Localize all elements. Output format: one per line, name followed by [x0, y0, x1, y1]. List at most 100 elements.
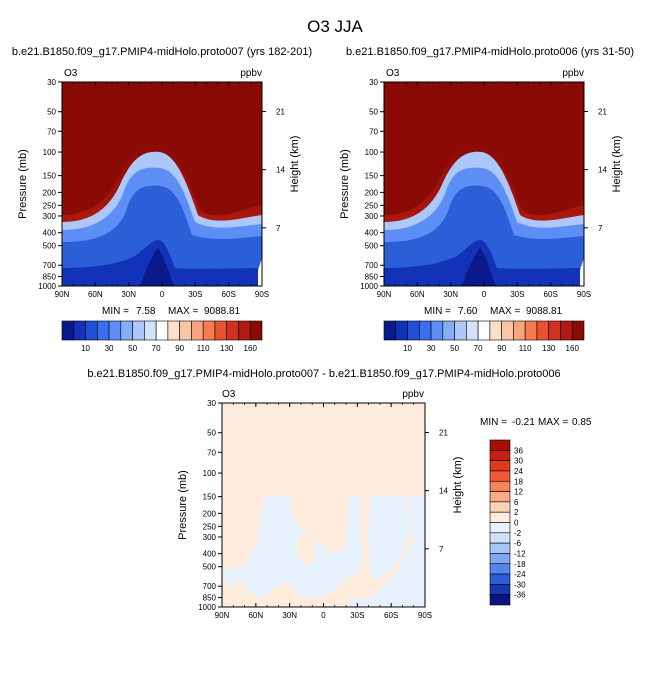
- panel-1-y-tick-label: 70: [47, 127, 56, 136]
- panel-3-colorbar-swatch: [489, 553, 511, 565]
- panel-2-colorbar-swatch: [466, 320, 479, 341]
- panel-3-colorbar-swatch: [489, 542, 511, 554]
- panel-3-y-tick-label: 1000: [198, 603, 216, 612]
- panel-2-axes: 3050701001502002503004005007008501000211…: [339, 78, 623, 299]
- panel-3-stats: MIN = -0.21 MAX = 0.85: [480, 417, 592, 428]
- panel-2-y-tick-label: 400: [365, 229, 379, 238]
- panel-1-colorbar-swatch: [155, 320, 169, 341]
- panel-2-colorbar-label: 160: [566, 344, 580, 353]
- panel-2-colorbar-swatch: [430, 320, 444, 341]
- panel-2-colorbar-label: 70: [474, 344, 483, 353]
- panel-1-colorbar: 10 30 50 70 90 110 130 160: [61, 320, 263, 353]
- panel-2-y-tick-label: 50: [369, 108, 378, 117]
- panel-2-colorbar-label: 50: [450, 344, 459, 353]
- panel-2-colorbar-swatch: [571, 320, 585, 341]
- panel-2-colorbar-label: 90: [497, 344, 506, 353]
- panel-3-colorbar-swatch: [489, 563, 511, 575]
- panel-3-title: b.e21.B1850.f09_g17.PMIP4-midHolo.proto0…: [87, 368, 560, 380]
- panel-1-y-tick-label: 30: [47, 78, 56, 87]
- panel-2-x-tick-label: 0: [482, 290, 487, 299]
- panel-2-y2-tick-label: 7: [598, 224, 603, 233]
- panel-2-min-value: 7.60: [458, 306, 478, 317]
- panel-1-y2label: Height (km): [289, 136, 301, 193]
- panel-2-max-label: MAX =: [490, 306, 520, 317]
- panel-1-x-tick-label: 0: [160, 290, 165, 299]
- panel-1-units-label: ppbv: [240, 68, 262, 79]
- panel-2-y2label: Height (km): [611, 136, 623, 193]
- panel-2-x-tick-label: 90S: [577, 290, 591, 299]
- panel-1-colorbar-swatch: [61, 320, 75, 341]
- panel-3-colorbar-label: 2: [514, 508, 519, 517]
- panel-2-variable-label: O3: [386, 68, 400, 79]
- panel-3-axes: 3050701001502002503004005007008501000211…: [177, 399, 464, 620]
- panel-1-colorbar-swatch: [85, 320, 98, 341]
- panel-1-axes: 3050701001502002503004005007008501000211…: [17, 78, 301, 299]
- panel-2-y-tick-label: 700: [365, 261, 379, 270]
- panel-2-x-tick-label: 90N: [377, 290, 392, 299]
- panel-2-colorbar: 10 30 50 70 90 110 130 160: [383, 320, 585, 353]
- panel-2-y2-tick-label: 14: [598, 166, 607, 175]
- panel-1-ylabel: Pressure (mb): [17, 149, 29, 219]
- panel-1-y-tick-label: 400: [43, 229, 57, 238]
- panel-2-colorbar-label: 30: [427, 344, 436, 353]
- panel-2-plot-area: [383, 81, 585, 287]
- panel-1-y-tick-label: 200: [43, 188, 57, 197]
- panel-1-y-tick-label: 850: [43, 273, 57, 282]
- panel-3-y-tick-label: 400: [203, 550, 217, 559]
- panel-2-y-tick-label: 70: [369, 127, 378, 136]
- panel-1-y-tick-label: 500: [43, 242, 57, 251]
- panel-1-colorbar-label: 30: [105, 344, 114, 353]
- panel-3-x-tick-label: 90N: [215, 611, 230, 620]
- panel-3-colorbar-swatch: [489, 460, 511, 472]
- panel-2-y-tick-label: 200: [365, 188, 379, 197]
- panel-1-plot-area: [61, 81, 263, 287]
- panel-3-colorbar-label: 24: [514, 467, 523, 476]
- panel-3-colorbar-swatch: [489, 573, 511, 585]
- panel-1-x-tick-label: 60S: [222, 290, 236, 299]
- panel-3-y2-tick-label: 21: [439, 428, 448, 437]
- panel-3-colorbar-swatch: [489, 594, 511, 606]
- panel-3-colorbar-swatch: [489, 491, 511, 503]
- panel-3-colorbar-label: -36: [514, 591, 526, 600]
- panel-1-colorbar-swatch: [238, 320, 251, 341]
- panel-3-min-label: MIN =: [480, 417, 507, 428]
- panel-1-y-tick-label: 50: [47, 108, 56, 117]
- panel-2-colorbar-swatch: [548, 320, 561, 341]
- panel-2-y-tick-label: 850: [365, 273, 379, 282]
- panel-3-y-tick-label: 500: [203, 563, 217, 572]
- panel-3-colorbar-label: 18: [514, 477, 523, 486]
- panel-1-colorbar-label: 160: [244, 344, 258, 353]
- panel-1-colorbar-swatch: [214, 320, 228, 341]
- panel-1-colorbar-swatch: [202, 320, 216, 341]
- panel-2-colorbar-swatch: [418, 320, 432, 341]
- panel-1-y-tick-label: 100: [43, 148, 57, 157]
- panel-3-colorbar-swatch: [489, 584, 511, 595]
- panel-2-colorbar-label: 10: [403, 344, 412, 353]
- panel-1-colorbar-label: 70: [152, 344, 161, 353]
- panel-2-colorbar-swatch: [524, 320, 538, 341]
- panel-1-colorbar-swatch: [144, 320, 157, 341]
- panel-3-colorbar-swatch: [489, 470, 511, 482]
- panel-3-y-tick-label: 50: [207, 429, 216, 438]
- panel-1-colorbar-label: 110: [197, 344, 210, 353]
- panel-2-y-tick-label: 500: [365, 242, 379, 251]
- panel-1-colorbar-swatch: [73, 320, 86, 341]
- panel-3-colorbar-swatch: [489, 501, 511, 513]
- panel-3-ylabel: Pressure (mb): [177, 470, 189, 540]
- panel-2-colorbar-swatch: [477, 320, 491, 341]
- panel-2-colorbar-label: 130: [542, 344, 556, 353]
- panel-1-stats: MIN = 7.58 MAX = 9088.81: [102, 306, 241, 317]
- panel-3-colorbar-swatch: [489, 450, 511, 461]
- panel-2-x-tick-label: 30S: [510, 290, 524, 299]
- panel-2-colorbar-swatch: [513, 320, 526, 341]
- panel-1-x-tick-label: 30S: [188, 290, 202, 299]
- panel-2-x-tick-label: 60S: [544, 290, 558, 299]
- panel-1-y-tick-label: 1000: [38, 282, 56, 291]
- panel-2-colorbar-swatch: [560, 320, 573, 341]
- panel-3-x-tick-label: 90S: [418, 611, 432, 620]
- panel-1-x-tick-label: 90S: [255, 290, 269, 299]
- panel-3-x-tick-label: 30S: [350, 611, 364, 620]
- panel-1-y-tick-label: 700: [43, 261, 57, 270]
- panel-3-y-tick-label: 100: [203, 469, 217, 478]
